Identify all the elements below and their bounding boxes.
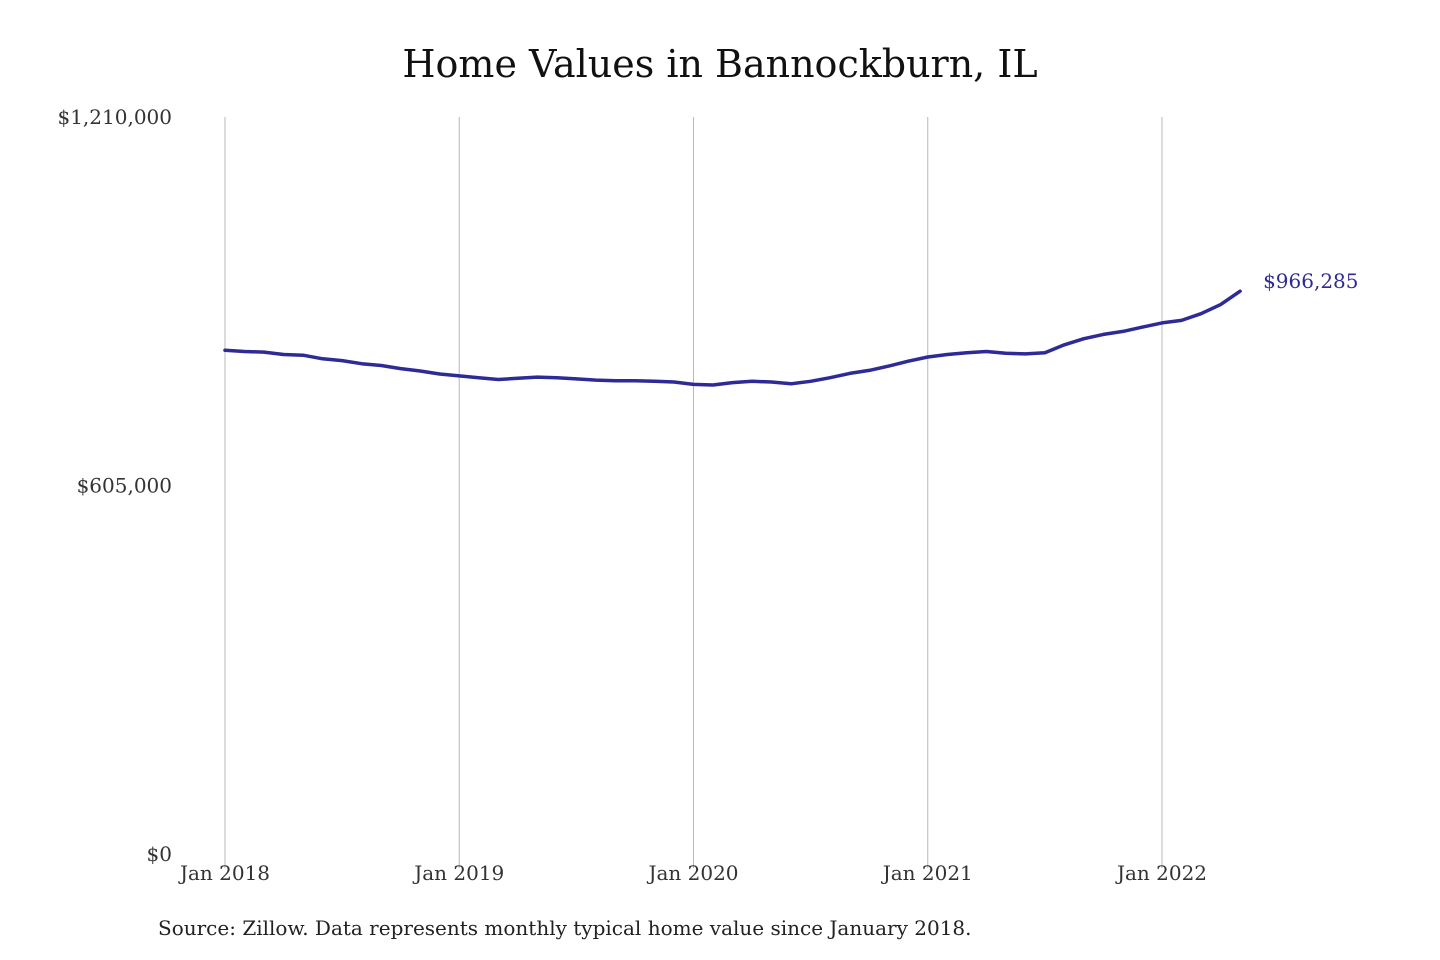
y-axis-ticks: $1,210,000 $605,000 $0 <box>57 105 172 866</box>
series-line <box>223 289 1242 387</box>
y-tick-label: $1,210,000 <box>57 105 172 129</box>
x-tick-label: Jan 2021 <box>881 861 973 885</box>
x-tick-label: Jan 2018 <box>178 861 270 885</box>
gridlines <box>224 117 1163 868</box>
x-tick-label: Jan 2020 <box>646 861 738 885</box>
series-layer <box>223 289 1242 387</box>
end-label-layer: $966,285 <box>1263 269 1358 293</box>
y-tick-label: $605,000 <box>77 474 172 498</box>
source-note: Source: Zillow. Data represents monthly … <box>158 916 972 940</box>
x-axis-ticks: Jan 2018 Jan 2019 Jan 2020 Jan 2021 Jan 2022 <box>178 861 1207 885</box>
x-tick-label: Jan 2022 <box>1115 861 1207 885</box>
end-value-label: $966,285 <box>1263 269 1358 293</box>
chart-title: Home Values in Bannockburn, IL <box>402 42 1038 86</box>
x-tick-label: Jan 2019 <box>412 861 504 885</box>
y-tick-label: $0 <box>147 842 172 866</box>
